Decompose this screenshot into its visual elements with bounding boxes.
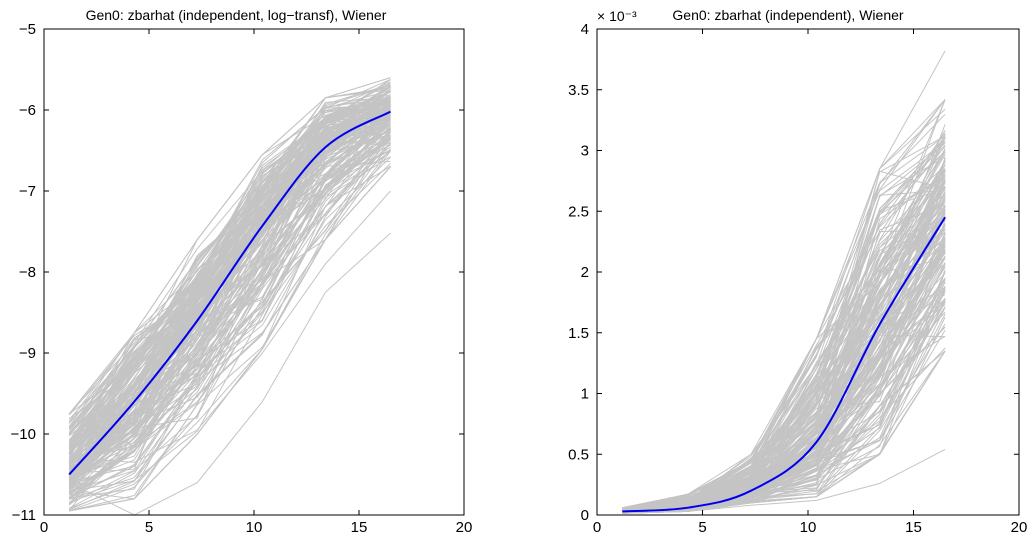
trajectory-line (622, 179, 946, 513)
trajectory-line (69, 130, 391, 492)
trajectory-line (622, 99, 946, 509)
trajectory-line (69, 135, 391, 503)
trajectory-line (68, 100, 391, 452)
chart-linear: Gen0: zbarhat (independent), Wiener × 10… (568, 7, 1027, 536)
trajectory-line (69, 165, 391, 512)
trajectory-line (622, 201, 946, 510)
trajectory-line (622, 137, 946, 510)
exponent-label: × 10⁻³ (597, 8, 637, 24)
outlier-trajectory-line (622, 50, 946, 510)
y-tick-label: −9 (19, 345, 36, 362)
trajectory-line (68, 112, 391, 479)
trajectory-line (68, 109, 391, 450)
trajectory-line (622, 263, 946, 513)
trajectory-line (68, 95, 391, 464)
x-tick-label: 15 (351, 519, 368, 536)
trajectory-line (622, 151, 946, 510)
outlier-trajectory-line (68, 232, 391, 516)
trajectory-line (68, 84, 391, 415)
y-tick-label: −10 (11, 426, 36, 443)
y-tick-label: 4 (581, 21, 589, 38)
outlier-trajectory-line (69, 190, 391, 463)
y-tick-label: 1 (581, 386, 589, 403)
x-tick-label: 10 (246, 519, 263, 536)
y-tick-label: 3 (581, 143, 589, 160)
trajectory-line (622, 149, 946, 510)
trajectory-line (68, 134, 391, 499)
y-tick-label: −5 (19, 21, 36, 38)
chart-log-transformed: Gen0: zbarhat (independent, log−transf),… (11, 7, 473, 536)
trajectory-line (68, 91, 391, 447)
y-tick-label: −8 (19, 264, 36, 281)
trajectory-line (68, 142, 391, 498)
trajectory-line (68, 86, 391, 445)
x-tick-label: 20 (456, 519, 473, 536)
trajectory-line (68, 77, 391, 415)
mean-series-group (622, 216, 946, 513)
x-tick-label: 20 (1011, 519, 1028, 536)
y-tick-label: −7 (19, 183, 36, 200)
ticks-group: 0 5 10 15 20 0 0.5 1 1.5 2 2.5 3 3.5 4 (568, 21, 1027, 536)
trajectory-group (68, 77, 391, 516)
chart-title: Gen0: zbarhat (independent), Wiener (672, 7, 903, 23)
y-tick-label: 2.5 (568, 203, 589, 220)
y-tick-label: 0 (581, 507, 589, 524)
trajectory-line (68, 86, 391, 454)
outlier-trajectory-line (622, 448, 946, 514)
trajectory-line (68, 86, 391, 443)
x-tick-label: 5 (145, 519, 153, 536)
trajectory-line (622, 289, 946, 513)
trajectory-line (68, 113, 391, 455)
trajectory-line (68, 156, 391, 511)
trajectory-line (68, 125, 391, 490)
mean-series-line (622, 216, 946, 513)
y-tick-label: −6 (19, 102, 36, 119)
y-tick-label: −11 (12, 507, 36, 524)
trajectory-line (68, 117, 391, 481)
trajectory-line (68, 149, 391, 499)
trajectory-line (68, 103, 391, 472)
x-tick-label: 0 (40, 519, 48, 536)
trajectory-line (68, 117, 391, 491)
trajectory-group (622, 50, 946, 514)
y-tick-label: 3.5 (568, 82, 589, 99)
x-tick-label: 5 (698, 519, 706, 536)
trajectory-line (68, 79, 391, 429)
trajectory-line (622, 99, 946, 511)
trajectory-line (68, 98, 391, 441)
mean-series-group (68, 110, 391, 476)
trajectory-line (69, 150, 391, 512)
x-tick-label: 15 (905, 519, 922, 536)
mean-series-line (68, 110, 391, 476)
y-tick-label: 2 (581, 264, 589, 281)
trajectory-line (68, 142, 391, 478)
trajectory-line (68, 137, 391, 491)
trajectory-line (622, 135, 946, 509)
chart-title: Gen0: zbarhat (independent, log−transf),… (86, 7, 387, 23)
y-tick-label: 1.5 (568, 325, 589, 342)
trajectory-line (69, 148, 391, 510)
x-tick-label: 10 (800, 519, 817, 536)
x-tick-label: 0 (593, 519, 601, 536)
trajectory-line (68, 104, 391, 478)
ticks-group: 0 5 10 15 20 −11 −10 −9 −8 −7 −6 −5 (11, 21, 473, 536)
y-tick-label: 0.5 (568, 446, 589, 463)
trajectory-line (68, 122, 391, 487)
